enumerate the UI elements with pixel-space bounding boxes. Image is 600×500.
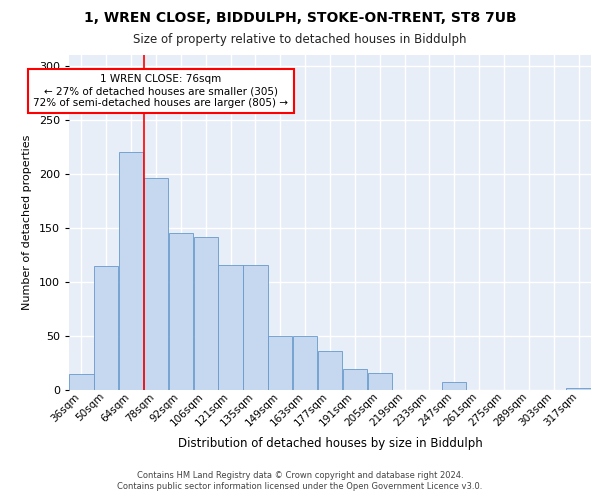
Y-axis label: Number of detached properties: Number of detached properties <box>22 135 32 310</box>
Bar <box>218 264 243 390</box>
Bar <box>243 264 268 390</box>
Text: Contains public sector information licensed under the Open Government Licence v3: Contains public sector information licen… <box>118 482 482 491</box>
Bar <box>169 234 193 390</box>
Text: 1, WREN CLOSE, BIDDULPH, STOKE-ON-TRENT, ST8 7UB: 1, WREN CLOSE, BIDDULPH, STOKE-ON-TRENT,… <box>83 11 517 25</box>
Bar <box>69 374 94 390</box>
Bar <box>268 336 292 390</box>
Text: Size of property relative to detached houses in Biddulph: Size of property relative to detached ho… <box>133 32 467 46</box>
Bar <box>94 266 118 390</box>
Bar <box>566 388 591 390</box>
Bar <box>368 372 392 390</box>
Bar <box>194 236 218 390</box>
Bar <box>144 178 168 390</box>
Bar <box>318 351 342 390</box>
Bar <box>119 152 143 390</box>
Bar <box>442 382 466 390</box>
Bar <box>343 370 367 390</box>
Text: 1 WREN CLOSE: 76sqm
← 27% of detached houses are smaller (305)
72% of semi-detac: 1 WREN CLOSE: 76sqm ← 27% of detached ho… <box>34 74 289 108</box>
Text: Contains HM Land Registry data © Crown copyright and database right 2024.: Contains HM Land Registry data © Crown c… <box>137 471 463 480</box>
Bar <box>293 336 317 390</box>
X-axis label: Distribution of detached houses by size in Biddulph: Distribution of detached houses by size … <box>178 436 482 450</box>
